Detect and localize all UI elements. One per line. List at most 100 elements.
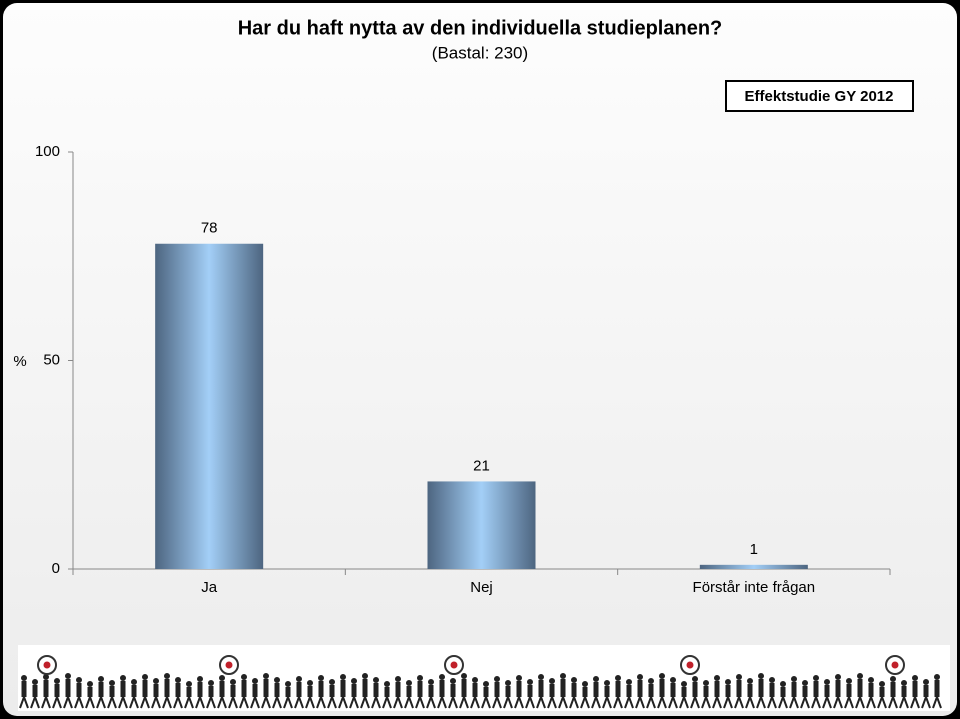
silhouette-head [681, 681, 687, 687]
silhouette [448, 678, 458, 709]
silhouette-leg [606, 696, 612, 709]
silhouette-leg [657, 696, 663, 709]
silhouette-head [505, 680, 511, 686]
silhouette-body [780, 687, 786, 697]
silhouette-leg [800, 696, 806, 709]
silhouette [52, 678, 62, 709]
silhouette-head [417, 675, 423, 681]
silhouette-body [901, 686, 907, 697]
silhouette-head [648, 678, 654, 684]
silhouette-leg [272, 696, 278, 709]
silhouette-leg [727, 696, 733, 709]
silhouette-leg [690, 696, 696, 709]
silhouette-body [131, 685, 137, 697]
silhouette-leg [474, 696, 480, 709]
silhouette-head [857, 673, 863, 679]
silhouette-head [395, 676, 401, 682]
silhouette-body [241, 680, 247, 697]
silhouette-head [439, 674, 445, 680]
silhouette-head [560, 673, 566, 679]
silhouette-leg [74, 696, 80, 709]
silhouette-leg [646, 696, 652, 709]
silhouette-leg [250, 696, 256, 709]
silhouette [734, 674, 744, 709]
silhouette-body [186, 687, 192, 697]
silhouette-body [450, 684, 456, 697]
silhouette-head [549, 678, 555, 684]
silhouette [338, 674, 348, 709]
silhouette-body [307, 686, 313, 697]
silhouette-leg [408, 696, 414, 709]
silhouette-leg [712, 696, 718, 709]
silhouette-head [230, 679, 236, 685]
silhouette-leg [866, 696, 872, 709]
chart-subtitle: (Bastal: 230) [432, 43, 528, 62]
silhouette [492, 676, 502, 709]
silhouette-leg [892, 696, 898, 709]
silhouette-leg [745, 696, 751, 709]
silhouette-leg [507, 696, 513, 709]
silhouette-body [21, 681, 27, 697]
silhouette-head [142, 674, 148, 680]
silhouette-leg [393, 696, 399, 709]
silhouette-leg [650, 696, 656, 709]
silhouette-body [802, 686, 808, 697]
silhouette-head [747, 678, 753, 684]
silhouette-leg [89, 696, 95, 709]
silhouette-leg [155, 696, 161, 709]
silhouette-body [384, 687, 390, 697]
silhouette-body [439, 680, 445, 697]
silhouette-body [879, 687, 885, 697]
silhouette-body [934, 680, 940, 697]
silhouette-leg [683, 696, 689, 709]
silhouette [569, 677, 579, 709]
silhouette-head [131, 679, 137, 685]
silhouette-leg [584, 696, 590, 709]
target-center [450, 661, 458, 669]
silhouette-leg [41, 696, 47, 709]
silhouette-head [164, 673, 170, 679]
silhouette-body [351, 684, 357, 697]
silhouette [283, 681, 293, 709]
silhouette-leg [888, 696, 894, 709]
silhouette-leg [327, 696, 333, 709]
silhouette [701, 680, 711, 709]
silhouette-body [527, 685, 533, 697]
silhouette-body [208, 686, 214, 697]
silhouette [41, 674, 51, 709]
y-tick-label: 100 [35, 143, 60, 160]
silhouette-leg [580, 696, 586, 709]
silhouette-leg [771, 696, 777, 709]
silhouette-head [21, 675, 27, 681]
silhouette-head [340, 674, 346, 680]
silhouette [371, 677, 381, 709]
silhouette-leg [899, 696, 905, 709]
silhouette-leg [144, 696, 150, 709]
silhouette-head [98, 676, 104, 682]
silhouette-head [450, 678, 456, 684]
silhouette [349, 678, 359, 709]
silhouette [888, 676, 898, 709]
silhouette-body [472, 683, 478, 697]
silhouette-head [373, 677, 379, 683]
silhouette-leg [448, 696, 454, 709]
silhouette [767, 677, 777, 709]
silhouette-head [87, 681, 93, 687]
silhouette-leg [107, 696, 113, 709]
silhouette-leg [932, 696, 938, 709]
silhouette-head [329, 679, 335, 685]
silhouette-head [472, 677, 478, 683]
silhouette [360, 673, 370, 709]
silhouette [833, 674, 843, 709]
silhouette-body [846, 684, 852, 697]
silhouette-head [527, 679, 533, 685]
silhouette [558, 673, 568, 709]
silhouette-leg [404, 696, 410, 709]
silhouette-head [912, 675, 918, 681]
silhouette-leg [734, 696, 740, 709]
silhouette-leg [668, 696, 674, 709]
silhouette-leg [85, 696, 91, 709]
silhouette-body [197, 682, 203, 697]
silhouette-leg [188, 696, 194, 709]
